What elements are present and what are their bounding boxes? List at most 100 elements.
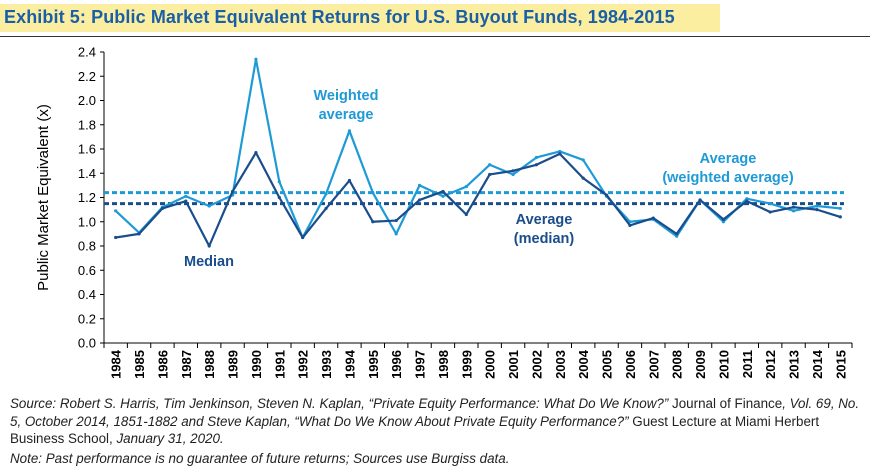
weighted-average-point	[675, 234, 679, 238]
weighted-average-label: Weighted average	[314, 88, 379, 123]
pme-line-chart: 0.0 0.2 0.4 0.6 0.8 1.0 1.2 1.4 1.6 1.8 2.0 2.2 2.4 1…	[35, 45, 853, 379]
source-date: January 31, 2020.	[116, 431, 224, 446]
median-point	[604, 193, 609, 197]
data-series	[114, 57, 842, 248]
x-tick-label: 1985	[132, 350, 147, 379]
x-tick-label: 2008	[670, 350, 685, 379]
weighted-average-point	[207, 204, 211, 208]
median-label-line: Median	[184, 254, 234, 270]
weighted-average-point	[324, 192, 328, 196]
x-tick-label: 2010	[716, 350, 731, 379]
weighted-average-point	[534, 155, 539, 160]
x-tick-label: 1990	[249, 350, 264, 379]
footnote: Note: Past performance is no guarantee o…	[10, 451, 510, 466]
y-tick-label: 0.6	[78, 263, 96, 278]
median-point	[698, 198, 702, 202]
weighted-average-point	[441, 194, 445, 198]
weighted-average-line	[114, 58, 841, 239]
median-point	[230, 189, 235, 194]
x-tick-label: 1987	[179, 350, 194, 379]
median-point	[651, 216, 655, 220]
weighted-average-point	[184, 194, 188, 198]
median-point	[511, 169, 515, 173]
x-tick-label: 2005	[600, 350, 615, 379]
median-point	[417, 198, 422, 202]
title-banner	[0, 4, 720, 32]
y-tick-label: 2.4	[78, 45, 96, 60]
median-point	[371, 220, 375, 224]
x-tick-label: 1988	[202, 350, 217, 379]
source-text-c: , Vol. 69, No. 5, October 2014, 1851-188…	[10, 396, 860, 429]
source-text-a: Robert S. Harris, Tim Jenkinson, Steven …	[56, 396, 673, 411]
x-tick-label: 2006	[623, 350, 638, 379]
y-tick-label: 0.8	[78, 239, 96, 254]
weighted-average-point	[558, 149, 562, 154]
median-point	[768, 210, 772, 214]
median-point	[207, 244, 211, 248]
median-point	[464, 212, 468, 217]
median-point	[184, 199, 188, 203]
y-tick-label: 1.2	[78, 190, 96, 205]
median-point	[347, 178, 352, 183]
average-weighted-label: Average (weighted average)	[662, 151, 794, 186]
x-tick-label: 2013	[787, 350, 802, 379]
source-citation: Source: Robert S. Harris, Tim Jenkinson,…	[10, 395, 870, 448]
weighted-average-point	[114, 209, 118, 213]
x-tick-label: 2011	[740, 350, 755, 378]
x-tick-label: 1991	[272, 350, 287, 379]
median-point	[160, 206, 165, 211]
weighted-average-point	[745, 197, 749, 201]
median-point	[114, 235, 118, 240]
median-point	[581, 176, 585, 180]
weighted-average-point	[394, 232, 398, 236]
weighted-average-point	[254, 57, 258, 61]
weighted-average-point	[581, 158, 585, 162]
weighted-average-label-line: Weighted	[314, 88, 379, 104]
median-point	[628, 223, 632, 227]
median-point	[254, 151, 258, 155]
x-tick-label: 2014	[810, 349, 825, 379]
x-tick-label: 1997	[413, 350, 428, 379]
page-title: Exhibit 5: Public Market Equivalent Retu…	[4, 7, 675, 27]
weighted-average-point	[768, 201, 772, 206]
source-journal: Journal of Finance	[672, 396, 783, 411]
x-tick-label: 1992	[296, 350, 311, 379]
weighted-average-point	[511, 172, 515, 177]
x-tick-label: 1989	[226, 350, 241, 379]
weighted-average-point	[791, 209, 796, 213]
y-tick-label: 2.0	[78, 93, 96, 108]
y-tick-label: 2.2	[78, 69, 96, 84]
x-tick-label: 2000	[483, 350, 498, 379]
average-median-label-line: (median)	[514, 231, 575, 247]
x-tick-label: 1986	[155, 350, 170, 379]
median-label: Median	[184, 254, 234, 270]
average-weighted-label-line: (weighted average)	[662, 170, 794, 186]
median-point	[301, 235, 305, 240]
x-tick-label: 1993	[319, 350, 334, 379]
median-point	[534, 163, 539, 167]
x-tick-label: 1998	[436, 350, 451, 379]
median-point	[488, 172, 492, 177]
median-point	[394, 218, 398, 223]
median-point	[137, 232, 141, 236]
median-line	[115, 151, 841, 248]
x-tick-label: 1994	[342, 349, 357, 379]
average-median-label: Average (median)	[514, 212, 575, 247]
weighted-average-point	[815, 204, 819, 208]
x-tick-label: 2007	[646, 350, 661, 379]
weighted-average-point	[417, 183, 422, 187]
chart-axes: 0.0 0.2 0.4 0.6 0.8 1.0 1.2 1.4 1.6 1.8 2.0 2.2 2.4 1…	[35, 45, 853, 379]
x-tick-label: 2009	[693, 350, 708, 379]
x-tick-label: 2015	[833, 350, 848, 379]
x-tick-label: 2001	[506, 350, 521, 379]
weighted-average-point	[347, 129, 352, 133]
y-tick-label: 1.8	[78, 117, 96, 132]
median-point	[324, 206, 328, 211]
title-divider	[0, 36, 870, 37]
median-point	[441, 189, 445, 194]
median-point	[721, 217, 726, 221]
source-text-d: Guest Lecture at Miami Herbert Business …	[10, 413, 820, 447]
y-tick-label: 0.2	[78, 311, 96, 326]
y-tick-label: 1.4	[78, 166, 96, 181]
weighted-average-point	[721, 220, 726, 224]
